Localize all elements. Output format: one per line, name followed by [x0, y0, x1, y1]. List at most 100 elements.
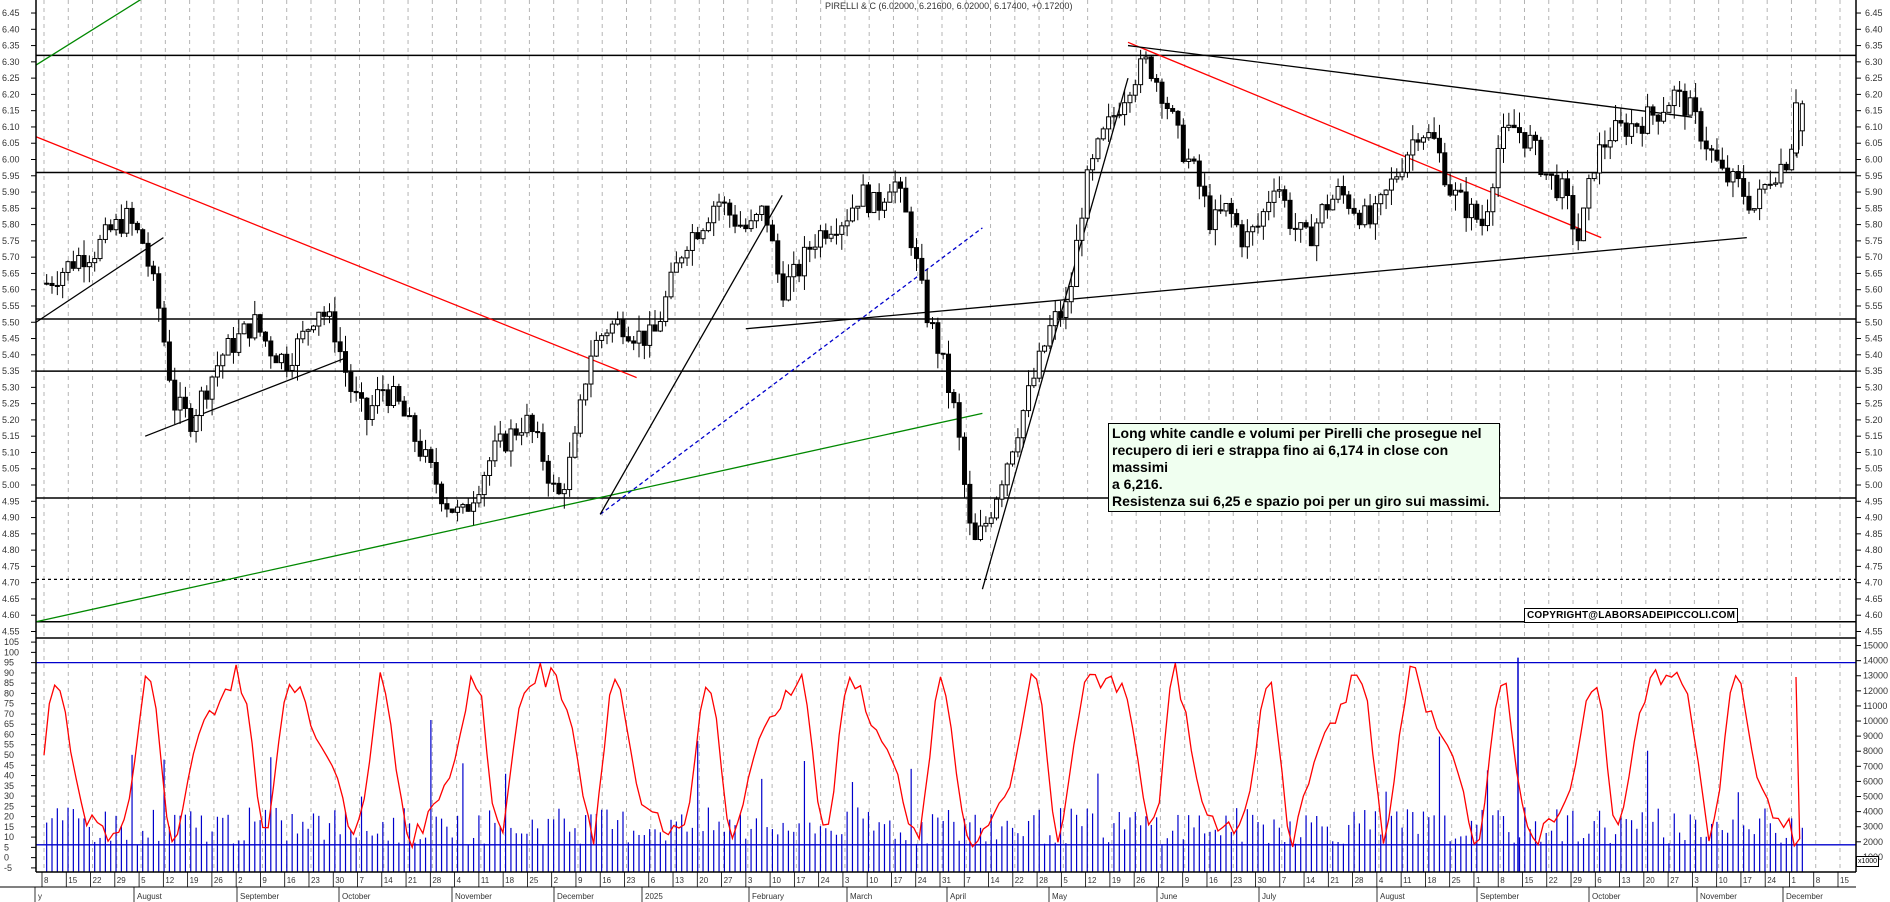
svg-text:5.15: 5.15: [2, 431, 20, 441]
svg-text:21: 21: [408, 876, 417, 885]
annotation-line: Resistenza sui 6,25 e spazio poi per un …: [1112, 493, 1490, 509]
svg-text:4.70: 4.70: [1865, 578, 1883, 588]
svg-text:5.35: 5.35: [1865, 366, 1883, 376]
svg-text:5.35: 5.35: [2, 366, 20, 376]
svg-text:4.70: 4.70: [2, 578, 20, 588]
svg-text:5.05: 5.05: [1865, 464, 1883, 474]
svg-text:5.20: 5.20: [2, 415, 20, 425]
svg-text:15000: 15000: [1863, 641, 1888, 651]
svg-text:22: 22: [1549, 876, 1558, 885]
svg-text:-5: -5: [4, 863, 12, 873]
svg-text:5.00: 5.00: [1865, 480, 1883, 490]
svg-text:October: October: [1592, 892, 1621, 901]
oscillator-line: [43, 662, 1801, 850]
svg-text:5.90: 5.90: [1865, 187, 1883, 197]
svg-text:31: 31: [942, 876, 951, 885]
svg-text:2000: 2000: [1863, 837, 1883, 847]
svg-text:5.15: 5.15: [1865, 431, 1883, 441]
svg-text:16: 16: [602, 876, 611, 885]
svg-text:13: 13: [675, 876, 684, 885]
svg-text:75: 75: [4, 699, 14, 709]
svg-text:7: 7: [966, 876, 971, 885]
svg-text:6000: 6000: [1863, 776, 1883, 786]
annotation-box: Long white candle e volumi per Pirelli c…: [1108, 423, 1500, 512]
svg-text:23: 23: [1233, 876, 1242, 885]
svg-text:6.25: 6.25: [2, 73, 20, 83]
svg-text:15: 15: [1840, 876, 1849, 885]
svg-text:100: 100: [4, 647, 19, 657]
svg-text:6.25: 6.25: [1865, 73, 1883, 83]
svg-text:5.85: 5.85: [2, 203, 20, 213]
annotation-line: a 6,216.: [1112, 476, 1163, 492]
svg-text:August: August: [1380, 892, 1406, 901]
svg-text:19: 19: [190, 876, 199, 885]
svg-text:September: September: [1480, 892, 1519, 901]
svg-text:10: 10: [1719, 876, 1728, 885]
svg-text:14: 14: [1306, 876, 1315, 885]
svg-text:5.70: 5.70: [1865, 252, 1883, 262]
svg-text:29: 29: [1573, 876, 1582, 885]
svg-text:November: November: [455, 892, 492, 901]
svg-text:April: April: [950, 892, 966, 901]
svg-text:17: 17: [893, 876, 902, 885]
svg-text:December: December: [1786, 892, 1823, 901]
svg-text:5.85: 5.85: [1865, 203, 1883, 213]
svg-text:3: 3: [748, 876, 753, 885]
svg-text:5.20: 5.20: [1865, 415, 1883, 425]
svg-text:March: March: [850, 892, 872, 901]
svg-text:28: 28: [432, 876, 441, 885]
svg-text:5: 5: [4, 842, 9, 852]
svg-text:November: November: [1700, 892, 1737, 901]
svg-text:5.75: 5.75: [1865, 236, 1883, 246]
svg-text:24: 24: [821, 876, 830, 885]
svg-text:14: 14: [384, 876, 393, 885]
svg-text:15: 15: [1524, 876, 1533, 885]
svg-text:30: 30: [4, 791, 14, 801]
svg-text:27: 27: [1670, 876, 1679, 885]
svg-text:4.65: 4.65: [2, 594, 20, 604]
svg-text:3: 3: [1694, 876, 1699, 885]
svg-text:35: 35: [4, 781, 14, 791]
svg-text:8: 8: [44, 876, 49, 885]
svg-text:6: 6: [1597, 876, 1602, 885]
svg-text:6.40: 6.40: [1865, 24, 1883, 34]
svg-text:14: 14: [991, 876, 1000, 885]
svg-text:6.10: 6.10: [1865, 122, 1883, 132]
svg-text:10: 10: [4, 832, 14, 842]
svg-text:10: 10: [772, 876, 781, 885]
svg-text:25: 25: [4, 801, 14, 811]
svg-text:4.65: 4.65: [1865, 594, 1883, 604]
svg-text:2025: 2025: [645, 892, 663, 901]
svg-text:6.10: 6.10: [2, 122, 20, 132]
svg-text:22: 22: [1015, 876, 1024, 885]
svg-text:October: October: [342, 892, 371, 901]
svg-text:December: December: [557, 892, 594, 901]
chart-title: PIRELLI & C (6.02000, 6.21600, 6.02000, …: [825, 1, 1073, 11]
svg-text:55: 55: [4, 740, 14, 750]
svg-text:40: 40: [4, 771, 14, 781]
svg-text:6.00: 6.00: [1865, 155, 1883, 165]
svg-text:17: 17: [1743, 876, 1752, 885]
svg-text:4.80: 4.80: [1865, 545, 1883, 555]
svg-text:July: July: [1262, 892, 1276, 901]
svg-text:8: 8: [1500, 876, 1505, 885]
svg-text:7000: 7000: [1863, 761, 1883, 771]
svg-text:5.45: 5.45: [1865, 334, 1883, 344]
svg-text:95: 95: [4, 658, 14, 668]
candlesticks: [44, 49, 1805, 542]
svg-text:4.85: 4.85: [2, 529, 20, 539]
svg-text:6.35: 6.35: [1865, 41, 1883, 51]
svg-text:25: 25: [529, 876, 538, 885]
svg-text:5.65: 5.65: [2, 268, 20, 278]
svg-text:5.95: 5.95: [2, 171, 20, 181]
svg-text:14000: 14000: [1863, 656, 1888, 666]
svg-text:11: 11: [1403, 876, 1412, 885]
svg-text:12: 12: [165, 876, 174, 885]
svg-text:4: 4: [1379, 876, 1384, 885]
svg-text:15: 15: [68, 876, 77, 885]
svg-text:5.25: 5.25: [2, 399, 20, 409]
svg-text:29: 29: [117, 876, 126, 885]
svg-text:50: 50: [4, 750, 14, 760]
svg-text:16: 16: [287, 876, 296, 885]
svg-text:25: 25: [1452, 876, 1461, 885]
